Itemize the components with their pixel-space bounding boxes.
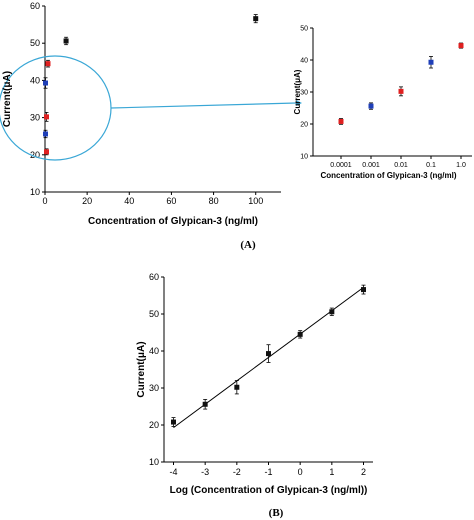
panel-b-x-tick-label: -1 [264,467,272,477]
panel-a-point-3 [43,80,48,86]
inset-point-2 [398,88,404,94]
inset-y-tick-label: 50 [300,26,308,33]
panel-a-y-axis-title: Current(μA) [2,71,13,127]
panel-a-x-ticks: 0 20 40 60 80 100 [42,192,263,206]
panel-a-x-tick-label: 20 [82,196,92,206]
inset-x-tick-label: 1.0 [456,162,466,169]
panel-b-y-tick-label: 10 [149,457,159,467]
panel-b-points [171,284,366,427]
panel-b-x-ticks: -4 -3 -2 -1 0 1 2 [169,462,366,477]
inset-point-4 [458,43,464,49]
panel-a-points [43,14,259,156]
inset-x-tick-label: 0.001 [362,162,380,169]
panel-b-y-tick-label: 40 [149,346,159,356]
panel-b-x-tick-label: -3 [201,467,209,477]
inset-x-tick-label: 0.01 [394,162,408,169]
inset-y-axis-title: Current(μA) [293,69,302,114]
panel-b-chart: 10 20 30 40 50 60 -4 -3 -2 -1 0 1 2 Current(μA) Log… [136,272,373,496]
panel-b-x-tick-label: -4 [169,467,177,477]
panel-a-y-tick-label: 40 [30,75,40,85]
panel-b-x-tick-label: 0 [298,467,303,477]
zoom-highlight-circle [0,55,112,161]
panel-b-point-0 [171,419,176,425]
inset-x-tick-label: 0.1 [426,162,436,169]
inset-point-3 [428,59,434,65]
panel-a-y-ticks: 10 20 30 40 50 60 [30,1,45,197]
panel-a-y-tick-label: 50 [30,38,40,48]
panel-a-point-1 [43,131,48,137]
zoom-connector-arrowhead [296,100,302,106]
panel-b-point-4 [297,331,303,337]
panel-a-main-chart: 10 20 30 40 50 60 0 20 40 60 80 100 Current(μA) Co… [0,1,302,227]
panel-b-y-ticks: 10 20 30 40 50 60 [149,272,164,467]
panel-b-point-5 [329,309,335,315]
panel-a-inset-chart: 10 20 30 40 50 0.0001 0.001 0.01 0.1 1.0 Current… [293,26,472,180]
inset-y-tick-label: 20 [300,122,308,129]
inset-x-axis-title: Concentration of Glypican-3 (ng/ml) [320,171,456,180]
panel-b-y-tick-label: 50 [149,309,159,319]
panel-a-x-axis-title: Concentration of Glypican-3 (ng/ml) [88,216,258,227]
panel-a-x-tick-label: 80 [209,196,219,206]
inset-y-tick-label: 30 [300,90,308,97]
inset-y-tick-label: 10 [300,154,308,161]
inset-y-tick-label: 40 [300,58,308,65]
panel-b-x-tick-label: 1 [329,467,334,477]
panel-a-point-6 [253,16,259,22]
panel-a-point-2 [44,114,49,120]
panel-b-point-6 [361,287,366,293]
panel-a-axes [44,6,281,193]
inset-point-1 [368,103,374,109]
inset-points [338,42,464,125]
panel-b-label: (B) [269,507,284,519]
panel-b-x-tick-label: 2 [361,467,366,477]
panel-b-y-tick-label: 30 [149,383,159,393]
panel-b-x-tick-label: -2 [233,467,241,477]
inset-y-ticks: 10 20 30 40 50 [300,26,313,161]
panel-b-y-tick-label: 60 [149,272,159,282]
panel-b-point-2 [234,384,240,390]
panel-a-point-0 [44,149,49,155]
inset-axes [312,28,472,157]
inset-x-ticks: 0.0001 0.001 0.01 0.1 1.0 [330,156,466,169]
inset-x-tick-label: 0.0001 [330,162,352,169]
panel-a-y-tick-label: 20 [30,150,40,160]
panel-a-x-tick-label: 0 [42,196,47,206]
panel-a-y-tick-label: 30 [30,113,40,123]
inset-point-0 [338,118,344,124]
panel-a-x-tick-label: 60 [166,196,176,206]
panel-a-x-tick-label: 40 [124,196,134,206]
panel-b-point-1 [202,401,208,407]
panel-b-axes [163,277,373,463]
zoom-connector-line [110,102,297,109]
panel-a-x-tick-label: 100 [248,196,263,206]
panel-a-label: (A) [240,239,256,251]
panel-a-point-4 [45,61,51,67]
panel-b-x-axis-title: Log (Concentration of Glypican-3 (ng/ml)… [170,485,368,496]
panel-b-y-tick-label: 20 [149,420,159,430]
panel-a-y-tick-label: 60 [30,1,40,11]
panel-a-y-tick-label: 10 [30,187,40,197]
panel-b-y-axis-title: Current(μA) [136,341,147,397]
panel-b-point-3 [266,351,271,357]
panel-a-point-5 [63,38,69,44]
